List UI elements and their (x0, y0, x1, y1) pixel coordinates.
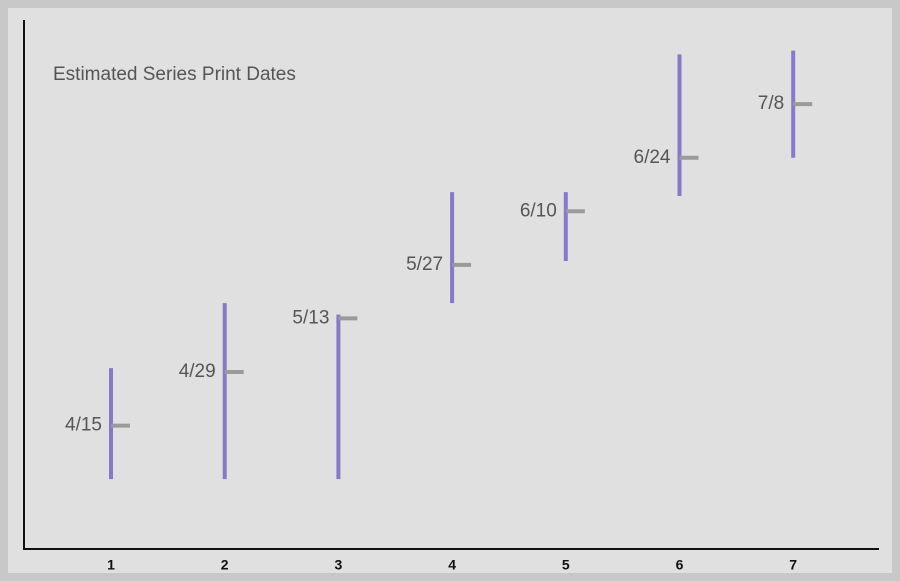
x-tick-label: 6 (676, 557, 684, 573)
value-label: 5/27 (406, 254, 443, 275)
value-label: 7/8 (758, 93, 784, 114)
x-tick-label: 2 (221, 557, 229, 573)
x-tick-label: 7 (789, 557, 797, 573)
x-tick-label: 5 (562, 557, 570, 573)
value-label: 6/24 (634, 147, 671, 168)
value-label: 6/10 (520, 200, 557, 221)
plot-background (8, 8, 892, 573)
value-label: 4/29 (179, 361, 216, 382)
value-label: 4/15 (65, 415, 102, 436)
x-tick-label: 3 (335, 557, 343, 573)
value-label: 5/13 (292, 307, 329, 328)
chart-title: Estimated Series Print Dates (53, 64, 296, 85)
x-tick-label: 4 (448, 557, 456, 573)
x-tick-label: 1 (107, 557, 115, 573)
